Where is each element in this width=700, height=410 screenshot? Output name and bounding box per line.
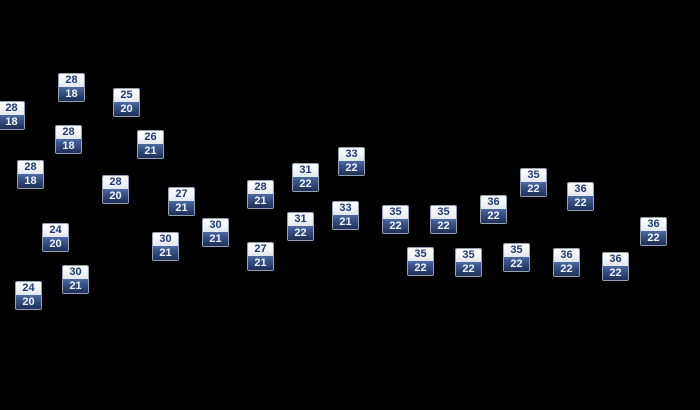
high-temp: 36 xyxy=(603,253,628,266)
high-temp: 28 xyxy=(103,176,128,189)
high-temp: 33 xyxy=(333,202,358,215)
temperature-label[interactable]: 28 18 xyxy=(55,125,82,154)
low-temp: 20 xyxy=(43,237,68,251)
high-temp: 28 xyxy=(56,126,81,139)
high-temp: 24 xyxy=(16,282,41,295)
high-temp: 27 xyxy=(169,188,194,201)
low-temp: 22 xyxy=(456,262,481,276)
temperature-label[interactable]: 30 21 xyxy=(152,232,179,261)
high-temp: 35 xyxy=(383,206,408,219)
high-temp: 28 xyxy=(248,181,273,194)
temperature-label[interactable]: 35 22 xyxy=(382,205,409,234)
low-temp: 22 xyxy=(554,262,579,276)
temperature-label[interactable]: 33 21 xyxy=(332,201,359,230)
temperature-label[interactable]: 30 21 xyxy=(62,265,89,294)
low-temp: 18 xyxy=(59,87,84,101)
high-temp: 36 xyxy=(568,183,593,196)
low-temp: 21 xyxy=(248,194,273,208)
temperature-label[interactable]: 31 22 xyxy=(287,212,314,241)
low-temp: 22 xyxy=(641,231,666,245)
temperature-label[interactable]: 36 22 xyxy=(480,195,507,224)
temperature-label[interactable]: 30 21 xyxy=(202,218,229,247)
low-temp: 21 xyxy=(248,256,273,270)
high-temp: 35 xyxy=(408,248,433,261)
high-temp: 24 xyxy=(43,224,68,237)
high-temp: 25 xyxy=(114,89,139,102)
temperature-label[interactable]: 35 22 xyxy=(430,205,457,234)
temperature-label[interactable]: 27 21 xyxy=(168,187,195,216)
temperature-label[interactable]: 28 18 xyxy=(17,160,44,189)
low-temp: 22 xyxy=(339,161,364,175)
temperature-label[interactable]: 36 22 xyxy=(602,252,629,281)
temperature-label[interactable]: 28 18 xyxy=(0,101,25,130)
low-temp: 21 xyxy=(333,215,358,229)
high-temp: 26 xyxy=(138,131,163,144)
low-temp: 22 xyxy=(521,182,546,196)
temperature-label[interactable]: 24 20 xyxy=(15,281,42,310)
low-temp: 20 xyxy=(114,102,139,116)
temperature-label[interactable]: 28 21 xyxy=(247,180,274,209)
high-temp: 31 xyxy=(293,164,318,177)
temperature-label[interactable]: 36 22 xyxy=(567,182,594,211)
low-temp: 22 xyxy=(481,209,506,223)
low-temp: 22 xyxy=(603,266,628,280)
temperature-label[interactable]: 36 22 xyxy=(553,248,580,277)
high-temp: 36 xyxy=(554,249,579,262)
temperature-label[interactable]: 35 22 xyxy=(520,168,547,197)
temperature-label[interactable]: 28 18 xyxy=(58,73,85,102)
high-temp: 36 xyxy=(641,218,666,231)
low-temp: 18 xyxy=(56,139,81,153)
temperature-label[interactable]: 24 20 xyxy=(42,223,69,252)
high-temp: 30 xyxy=(153,233,178,246)
temperature-label[interactable]: 28 20 xyxy=(102,175,129,204)
high-temp: 35 xyxy=(521,169,546,182)
temperature-label[interactable]: 25 20 xyxy=(113,88,140,117)
high-temp: 35 xyxy=(504,244,529,257)
high-temp: 35 xyxy=(456,249,481,262)
low-temp: 22 xyxy=(383,219,408,233)
high-temp: 31 xyxy=(288,213,313,226)
low-temp: 21 xyxy=(138,144,163,158)
high-temp: 28 xyxy=(18,161,43,174)
low-temp: 21 xyxy=(63,279,88,293)
high-temp: 30 xyxy=(63,266,88,279)
low-temp: 21 xyxy=(153,246,178,260)
high-temp: 28 xyxy=(0,102,24,115)
temperature-label[interactable]: 35 22 xyxy=(455,248,482,277)
temperature-label[interactable]: 36 22 xyxy=(640,217,667,246)
high-temp: 30 xyxy=(203,219,228,232)
high-temp: 27 xyxy=(248,243,273,256)
low-temp: 21 xyxy=(169,201,194,215)
low-temp: 22 xyxy=(504,257,529,271)
low-temp: 22 xyxy=(408,261,433,275)
temperature-label[interactable]: 27 21 xyxy=(247,242,274,271)
low-temp: 18 xyxy=(0,115,24,129)
temperature-label[interactable]: 35 22 xyxy=(503,243,530,272)
low-temp: 20 xyxy=(16,295,41,309)
low-temp: 22 xyxy=(288,226,313,240)
temperature-label[interactable]: 33 22 xyxy=(338,147,365,176)
high-temp: 28 xyxy=(59,74,84,87)
high-temp: 35 xyxy=(431,206,456,219)
low-temp: 22 xyxy=(293,177,318,191)
low-temp: 21 xyxy=(203,232,228,246)
low-temp: 20 xyxy=(103,189,128,203)
temperature-label[interactable]: 35 22 xyxy=(407,247,434,276)
high-temp: 33 xyxy=(339,148,364,161)
high-temp: 36 xyxy=(481,196,506,209)
low-temp: 22 xyxy=(568,196,593,210)
temperature-label[interactable]: 31 22 xyxy=(292,163,319,192)
low-temp: 18 xyxy=(18,174,43,188)
temperature-label[interactable]: 26 21 xyxy=(137,130,164,159)
low-temp: 22 xyxy=(431,219,456,233)
